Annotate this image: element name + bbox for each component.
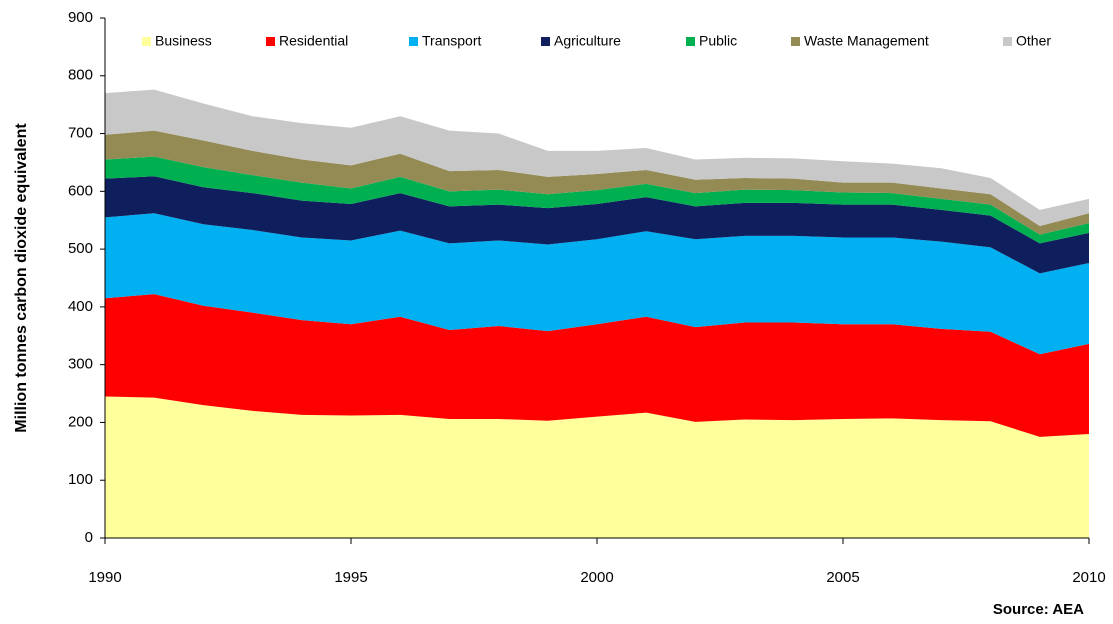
legend-label: Public [699,33,737,49]
source-note: Source: AEA [993,601,1084,618]
x-tick-label: 2000 [580,569,613,586]
legend-label: Agriculture [554,33,621,49]
legend-label: Business [155,33,212,49]
y-tick-label: 300 [68,356,93,373]
y-tick-label: 400 [68,298,93,315]
legend-swatch [791,37,800,46]
legend-swatch [541,37,550,46]
legend-label: Residential [279,33,348,49]
legend-label: Waste Management [804,33,929,49]
legend-label: Other [1016,33,1051,49]
area [105,130,1089,235]
x-tick-label: 2005 [826,569,859,586]
y-tick-label: 900 [68,9,93,26]
x-tick-label: 2010 [1072,569,1105,586]
y-tick-label: 800 [68,67,93,84]
x-tick-label: 1990 [88,569,121,586]
area [105,89,1089,227]
legend-swatch [1003,37,1012,46]
y-tick-label: 0 [85,529,93,546]
area [105,176,1089,274]
legend-swatch [266,37,275,46]
area [105,213,1089,355]
y-tick-label: 100 [68,471,93,488]
area [105,156,1089,244]
y-tick-label: 200 [68,413,93,430]
y-tick-label: 600 [68,182,93,199]
area [105,396,1089,538]
y-tick-label: 500 [68,240,93,257]
legend-swatch [142,37,151,46]
area [105,294,1089,437]
legend-label: Transport [422,33,482,49]
x-tick-label: 1995 [334,569,367,586]
legend-swatch [686,37,695,46]
y-axis-label: Million tonnes carbon dioxide equivalent [13,123,30,433]
legend-swatch [409,37,418,46]
y-tick-label: 700 [68,125,93,142]
